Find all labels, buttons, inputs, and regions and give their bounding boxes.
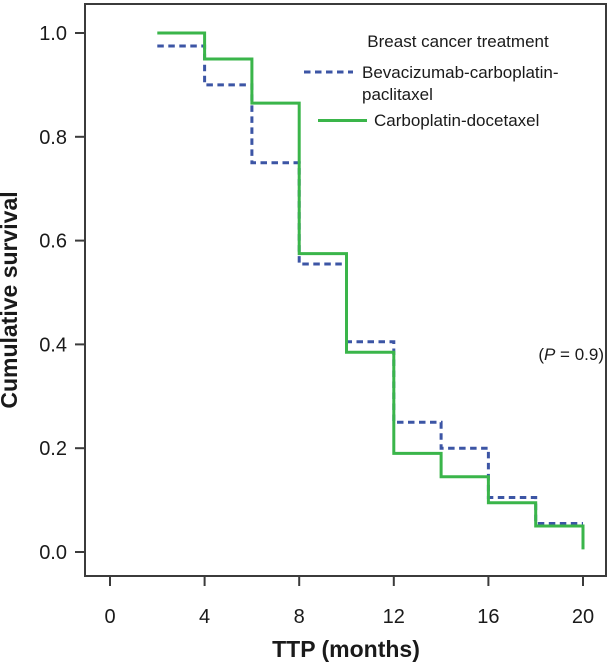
legend-label-bevacizumab-line2: paclitaxel <box>362 85 433 104</box>
y-axis-tick-label: 0.2 <box>39 438 67 460</box>
legend-label-carboplatin-docetaxel: Carboplatin-docetaxel <box>374 111 539 130</box>
x-axis-tick-label: 0 <box>104 606 115 628</box>
x-axis-tick-label: 12 <box>383 606 405 628</box>
x-axis-tick-label: 4 <box>199 606 210 628</box>
x-axis-tick-label: 8 <box>294 606 305 628</box>
p-value-annotation: (P = 0.9) <box>538 345 604 364</box>
plot-border <box>84 3 607 577</box>
x-axis-title: TTP (months) <box>272 636 420 662</box>
y-axis-tick-label: 0.6 <box>39 231 67 253</box>
y-axis-tick-label: 0.4 <box>39 334 67 356</box>
y-axis-tick-label: 1.0 <box>39 23 67 45</box>
x-axis-tick-label: 16 <box>477 606 499 628</box>
legend-title: Breast cancer treatment <box>367 32 549 51</box>
y-axis-tick-label: 0.0 <box>39 542 67 564</box>
series-line-bevacizumab-carboplatin-paclitaxel <box>157 44 583 525</box>
legend-label-bevacizumab-line1: Bevacizumab-carboplatin- <box>362 63 559 82</box>
series-line-carboplatin-docetaxel <box>157 31 585 550</box>
y-axis-title: Cumulative survival <box>0 191 22 408</box>
x-axis-tick-label: 20 <box>572 606 594 628</box>
y-axis-tick-label: 0.8 <box>39 127 67 149</box>
